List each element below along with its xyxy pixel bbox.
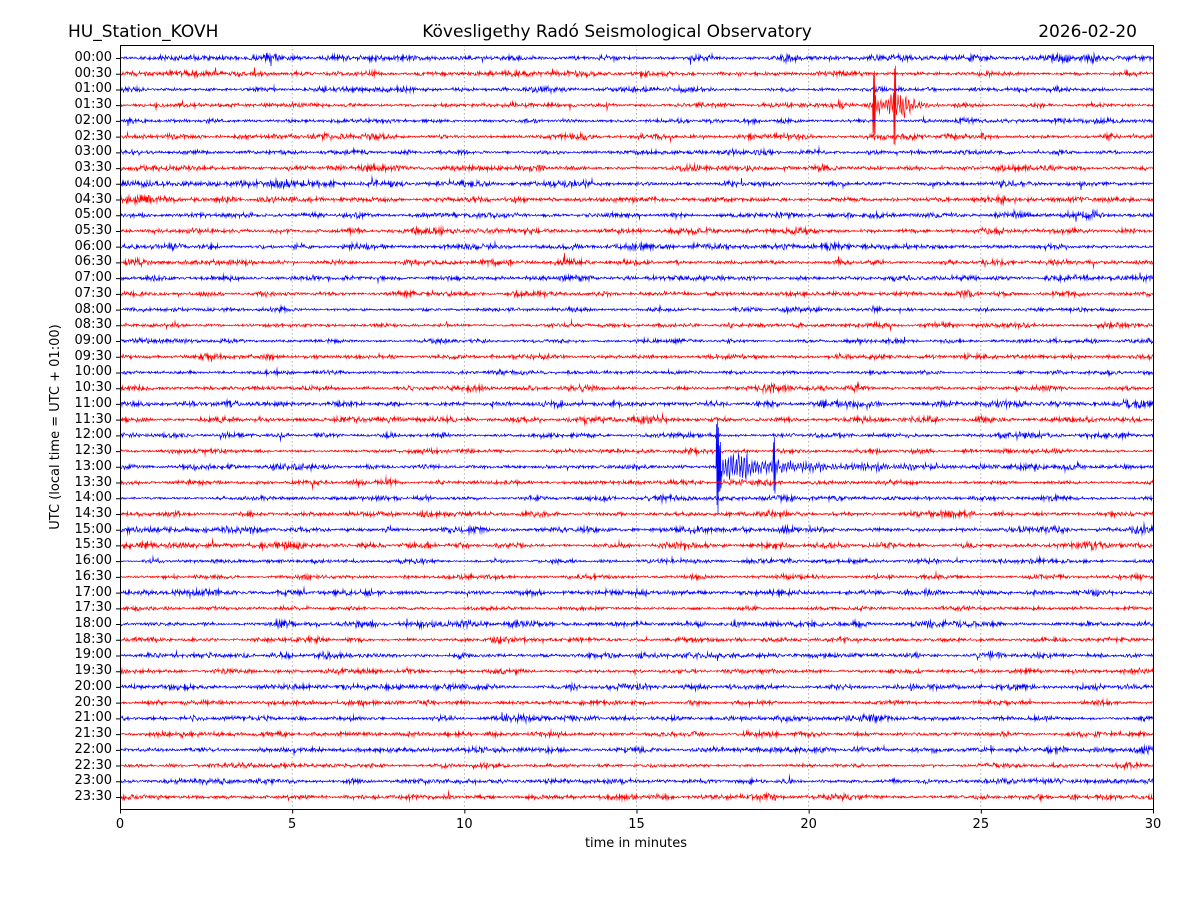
y-tick-label: 05:30 [74,222,112,238]
y-tick-label: 04:00 [74,175,112,191]
y-tick-label: 17:30 [74,600,112,616]
y-tick-label: 18:00 [74,616,112,632]
x-tick-label: 15 [628,817,645,832]
y-tick-label: 17:00 [74,584,112,600]
y-tick-label: 13:00 [74,458,112,474]
y-tick-label: 11:00 [74,395,112,411]
y-tick-label: 03:00 [74,144,112,160]
y-tick-label: 09:30 [74,348,112,364]
y-tick-label: 07:00 [74,270,112,286]
y-tick-label: 21:30 [74,726,112,742]
y-tick-label: 12:30 [74,443,112,459]
y-tick-label: 22:30 [74,757,112,773]
y-tick-label: 10:30 [74,380,112,396]
y-tick-label: 01:30 [74,97,112,113]
x-tick-label: 5 [288,817,297,832]
y-tick-label: 14:00 [74,490,112,506]
y-tick-label: 01:00 [74,81,112,97]
station-title: HU_Station_KOVH [68,22,219,42]
date-title: 2026-02-20 [1038,22,1137,42]
y-tick-label: 20:30 [74,694,112,710]
x-axis-label: time in minutes [584,836,688,851]
y-tick-label: 11:30 [74,411,112,427]
y-tick-label: 03:30 [74,160,112,176]
y-tick-label: 07:30 [74,285,112,301]
y-tick-label: 19:00 [74,647,112,663]
y-tick-label: 00:00 [74,50,112,65]
y-tick-label: 22:00 [74,741,112,757]
y-tick-label: 05:00 [74,207,112,223]
y-tick-label: 06:00 [74,238,112,254]
y-tick-label: 14:30 [74,505,112,521]
x-tick-label: 10 [456,817,473,832]
y-tick-label: 00:30 [74,65,112,81]
y-tick-label: 08:00 [74,301,112,317]
y-tick-label: 23:00 [74,773,112,789]
x-tick-label: 30 [1144,817,1162,832]
y-tick-label: 04:30 [74,191,112,207]
y-tick-label: 10:00 [74,364,112,380]
y-tick-label: 16:30 [74,568,112,584]
x-tick-label: 0 [115,817,125,832]
y-tick-label: 15:00 [74,521,112,537]
y-tick-label: 08:30 [74,317,112,333]
y-tick-label: 13:30 [74,474,112,490]
y-tick-label: 16:00 [74,553,112,569]
y-tick-label: 18:30 [74,631,112,647]
observatory-title: Kövesligethy Radó Seismological Observat… [422,22,812,42]
y-tick-label: 15:30 [74,537,112,553]
y-tick-label: 09:00 [74,333,112,349]
y-tick-label: 21:00 [74,710,112,726]
y-tick-label: 12:00 [74,427,112,443]
y-tick-label: 06:30 [74,254,112,270]
y-tick-label: 19:30 [74,663,112,679]
x-tick-label: 25 [972,817,990,832]
x-tick-label: 20 [800,817,817,832]
y-tick-label: 02:00 [74,112,112,128]
y-tick-label: 23:30 [74,789,112,804]
y-tick-label: 02:30 [74,128,112,144]
y-tick-label: 20:00 [74,678,112,694]
